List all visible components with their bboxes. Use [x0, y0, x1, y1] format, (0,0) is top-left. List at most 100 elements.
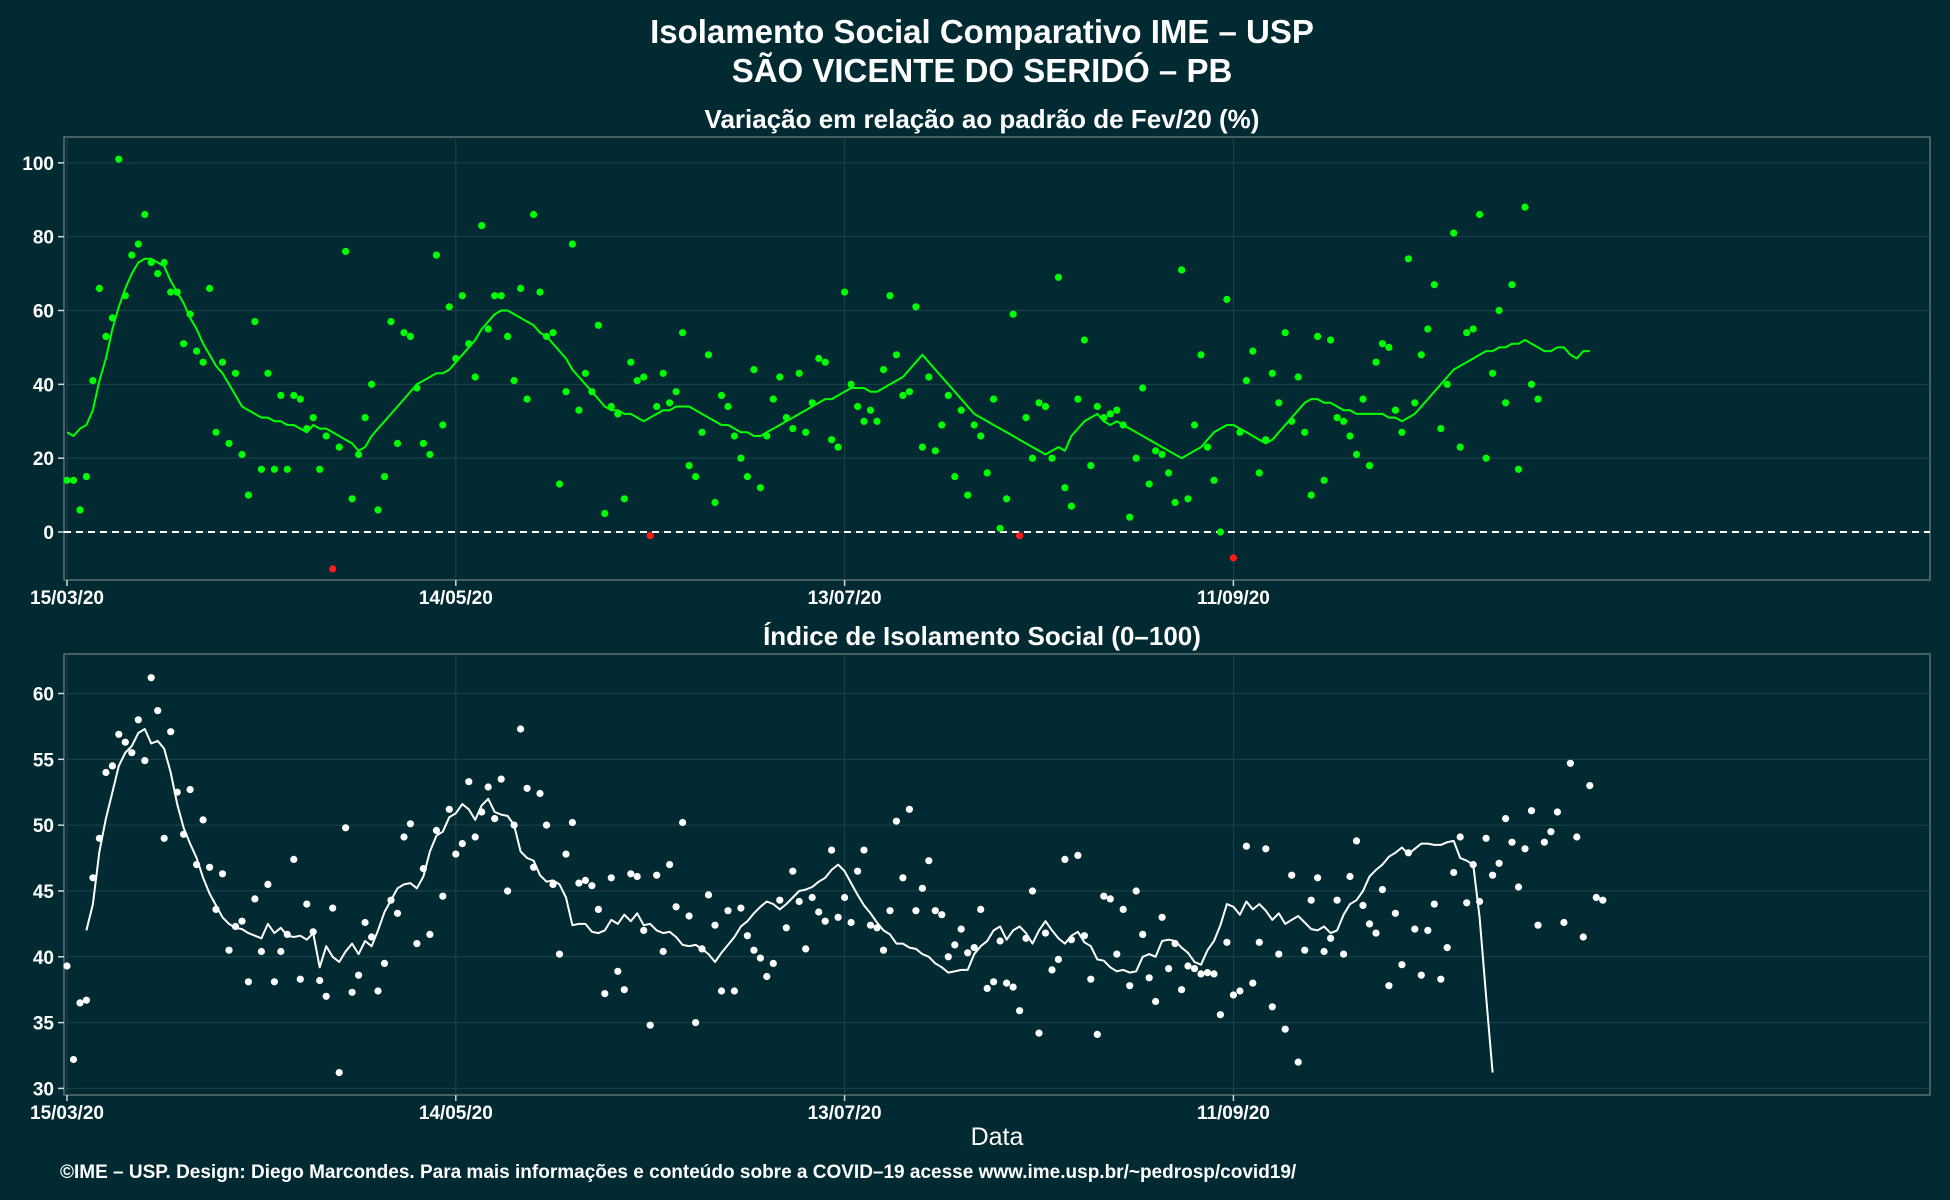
p2-data-point [938, 911, 946, 919]
p1-data-point [89, 377, 97, 385]
p1-data-point [491, 292, 499, 300]
p1-data-point [1333, 414, 1341, 422]
p1-data-point [951, 473, 959, 481]
p1-data-point [413, 384, 421, 392]
panel1-y-axis: 0 20 40 60 80 100 [22, 154, 64, 544]
p2-data-point [996, 937, 1004, 945]
p2-data-point [186, 786, 194, 794]
p1-data-point [672, 388, 680, 396]
p2-data-point [1547, 828, 1555, 836]
p1-data-point [692, 473, 700, 481]
p1-data-point [1255, 469, 1263, 477]
p2-data-point [1080, 932, 1088, 940]
p2-data-point [834, 913, 842, 921]
p1-data-point [160, 258, 168, 267]
p1-data-point [225, 439, 233, 447]
p2-data-point [685, 912, 693, 920]
p2-data-point [1521, 845, 1529, 853]
figure-title-line1: Isolamento Social Comparativo IME – USP [650, 13, 1314, 50]
p1-data-point [380, 473, 389, 481]
p2-data-point [1495, 859, 1503, 867]
p1-data-point [866, 406, 875, 414]
p2-data-point [1456, 833, 1464, 841]
p2-data-point [769, 959, 777, 968]
p1-data-point [828, 436, 836, 444]
p1-data-point [303, 425, 311, 433]
p2-data-point [925, 857, 933, 865]
p1-data-point [1365, 462, 1374, 470]
p1-data-point [1288, 417, 1296, 425]
p2-y-tick-label: 45 [33, 882, 55, 903]
p1-data-point [821, 358, 829, 366]
p2-data-point [562, 850, 570, 858]
p1-data-point [1281, 329, 1289, 337]
p2-data-point [1346, 872, 1354, 881]
p1-data-point [283, 465, 291, 473]
p1-data-point [1061, 484, 1069, 492]
p2-y-tick-label: 30 [33, 1079, 54, 1100]
p1-data-point [983, 469, 991, 477]
panel1-moving-average [66, 257, 1590, 460]
p1-data-point [1469, 325, 1477, 333]
footer-credit: ©IME – USP. Design: Diego Marcondes. Par… [60, 1162, 1297, 1183]
panel2-y-axis: 30 35 40 45 50 55 60 [33, 684, 64, 1100]
p1-data-point [918, 443, 927, 451]
p1-data-point [1139, 384, 1147, 392]
p1-data-point [542, 332, 551, 340]
p2-data-point [692, 1019, 700, 1027]
p2-data-point [964, 949, 972, 957]
p2-data-point [1599, 896, 1607, 904]
p2-data-point [640, 926, 648, 935]
p2-data-point [1093, 1030, 1101, 1038]
p2-data-point [743, 932, 752, 940]
p2-data-point [653, 871, 661, 879]
p1-data-point [614, 410, 622, 418]
p2-data-point [1288, 871, 1296, 879]
p2-data-point [141, 757, 149, 765]
p2-data-point [776, 896, 784, 904]
p2-data-point [854, 867, 862, 875]
p1-data-point [679, 329, 687, 337]
p1-data-point [322, 432, 330, 440]
p2-data-point [218, 870, 227, 878]
p1-data-point [1262, 436, 1270, 444]
p2-data-point [251, 895, 259, 903]
p2-data-point [244, 978, 252, 986]
p2-data-point [290, 855, 298, 864]
p1-data-point [990, 395, 998, 403]
p1-data-point [944, 391, 952, 399]
p2-data-point [1411, 925, 1419, 933]
p1-data-point [568, 240, 577, 248]
p1-data-point [1048, 454, 1056, 462]
p2-data-point [1586, 782, 1594, 790]
p1-data-point [925, 373, 933, 381]
p2-data-point [931, 907, 939, 915]
p1-data-point [724, 402, 732, 411]
p1-data-point [1489, 369, 1497, 377]
p1-data-point [374, 506, 382, 514]
p2-data-point [400, 833, 408, 841]
p1-data-point [1398, 428, 1406, 436]
p1-data-point [847, 380, 855, 388]
p2-data-point [620, 986, 628, 994]
p1-data-point [795, 369, 803, 377]
p2-data-point [238, 917, 246, 925]
p1-data-point [1119, 421, 1127, 429]
p1-data-point [1178, 266, 1186, 274]
p2-data-point [1041, 929, 1050, 937]
p1-y-tick-label: 80 [33, 228, 54, 249]
p1-data-point [426, 450, 434, 459]
p2-data-point [1294, 1058, 1302, 1066]
p2-data-point [63, 962, 71, 970]
p1-data-point [121, 292, 129, 300]
panel2-gridlines [64, 654, 1930, 1095]
p1-data-point [1249, 347, 1257, 355]
p2-data-point [879, 946, 888, 954]
p2-data-point [1275, 950, 1283, 958]
p1-data-point [393, 439, 402, 447]
p1-data-point [996, 524, 1004, 532]
p2-data-point [588, 882, 596, 890]
p1-data-point [627, 358, 635, 366]
p2-data-point [1242, 842, 1250, 850]
